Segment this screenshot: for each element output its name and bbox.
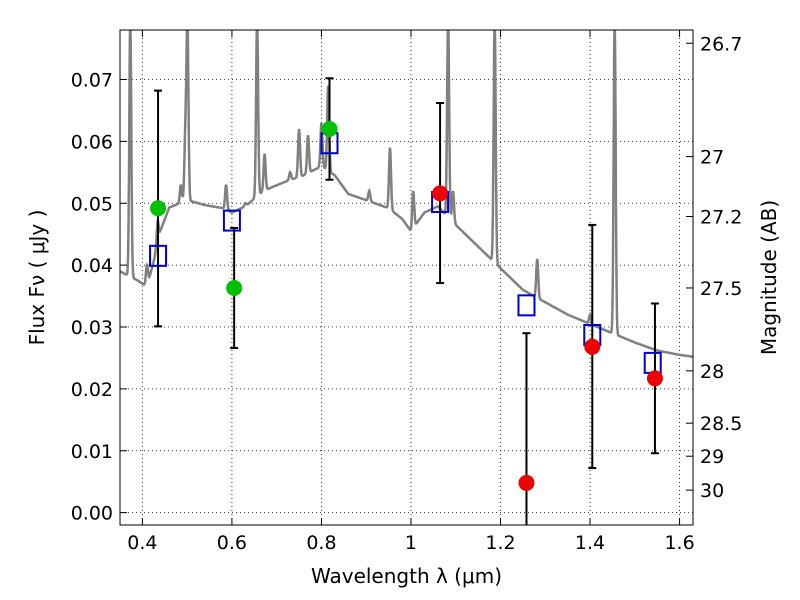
red-observed-point [432,185,449,202]
mag-tick-label: 26.7 [700,33,742,55]
plot-frame [119,29,694,526]
y-tick-label: 0.04 [71,255,113,277]
grid-layer [120,30,693,525]
model-point [149,244,168,267]
x-axis-label: Wavelength λ (μm) [311,564,502,588]
magnitude-axis-label: Magnitude (AB) [757,200,781,355]
observed-points-layer [150,121,663,491]
model-point [222,209,241,232]
red-observed-point [646,370,663,387]
red-observed-point [518,474,535,491]
x-tick-label: 0.8 [306,532,336,554]
model-points-layer [149,132,662,374]
x-axis-ticks: 0.4 0.6 0.8 1 1.2 1.4 1.6 [127,30,695,554]
y-tick-label: 0.06 [71,131,113,153]
y-tick-label: 0.00 [71,503,113,525]
green-observed-point [321,121,338,137]
model-point [517,294,536,317]
spectrum-layer [120,30,693,358]
errorbar-layer [154,77,659,525]
y-tick-label: 0.01 [71,441,113,463]
x-tick-label: 1.2 [485,532,515,554]
x-tick-label: 0.6 [217,532,247,554]
y-axis-ticks: 0.00 0.01 0.02 0.03 0.04 0.05 0.06 0.07 [71,70,127,525]
spectrum-line [120,30,693,358]
x-tick-label: 0.4 [127,532,157,554]
mag-tick-label: 27.2 [700,206,742,228]
y-tick-label: 0.03 [71,317,113,339]
mag-tick-label: 30 [700,480,724,502]
mag-tick-label: 27.5 [700,278,742,300]
mag-tick-label: 28.5 [700,413,742,435]
mag-tick-label: 27 [700,147,724,169]
y-tick-label: 0.07 [71,70,113,92]
x-tick-label: 1 [405,532,417,554]
magnitude-axis-ticks: 26.7 27 27.2 27.5 28 28.5 29 30 [686,33,742,502]
mag-tick-label: 28 [700,361,724,383]
y-tick-label: 0.02 [71,379,113,401]
green-observed-point [226,280,243,297]
x-tick-label: 1.4 [575,532,605,554]
mag-tick-label: 29 [700,446,724,468]
model-point [643,351,662,374]
green-observed-point [150,200,167,217]
y-tick-label: 0.05 [71,193,113,215]
y-axis-label: Flux Fν ( μJy ) [25,210,49,346]
red-observed-point [584,338,601,355]
x-tick-label: 1.6 [664,532,694,554]
